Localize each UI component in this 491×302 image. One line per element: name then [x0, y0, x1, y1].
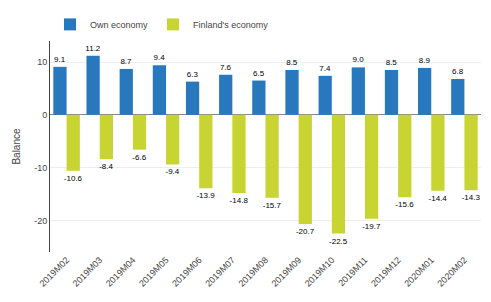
svg-text:2019M12: 2019M12	[369, 255, 403, 289]
svg-text:2019M04: 2019M04	[104, 255, 138, 289]
svg-text:-19.7: -19.7	[362, 222, 381, 231]
svg-text:Finland's economy: Finland's economy	[193, 20, 268, 30]
svg-text:Balance: Balance	[11, 128, 22, 165]
svg-text:-20.7: -20.7	[296, 227, 315, 236]
svg-text:9.0: 9.0	[352, 55, 364, 64]
svg-text:8.5: 8.5	[286, 58, 298, 67]
svg-text:9.4: 9.4	[154, 53, 166, 62]
svg-text:2019M10: 2019M10	[303, 255, 337, 289]
svg-text:7.6: 7.6	[220, 63, 232, 72]
svg-text:2019M05: 2019M05	[137, 255, 171, 289]
svg-text:10: 10	[37, 57, 47, 67]
svg-text:-8.4: -8.4	[99, 162, 113, 171]
svg-text:-6.6: -6.6	[132, 153, 146, 162]
svg-text:2019M07: 2019M07	[203, 255, 237, 289]
svg-text:8.5: 8.5	[386, 58, 398, 67]
svg-text:-20: -20	[34, 216, 47, 226]
svg-text:2019M03: 2019M03	[71, 255, 105, 289]
svg-text:-22.5: -22.5	[329, 237, 348, 246]
svg-text:8.9: 8.9	[419, 56, 431, 65]
svg-text:-10.6: -10.6	[64, 174, 83, 183]
svg-text:9.1: 9.1	[54, 55, 66, 64]
svg-text:-10: -10	[34, 163, 47, 173]
svg-text:2020M01: 2020M01	[402, 255, 436, 289]
svg-text:-13.9: -13.9	[196, 191, 215, 200]
svg-text:0: 0	[42, 110, 47, 120]
svg-text:-15.7: -15.7	[263, 201, 282, 210]
svg-text:Own economy: Own economy	[90, 20, 148, 30]
svg-text:2019M02: 2019M02	[38, 255, 72, 289]
svg-text:6.8: 6.8	[452, 67, 464, 76]
svg-text:2019M09: 2019M09	[270, 255, 304, 289]
svg-text:-15.6: -15.6	[395, 200, 414, 209]
svg-text:-14.8: -14.8	[230, 196, 249, 205]
svg-text:8.7: 8.7	[120, 57, 132, 66]
svg-text:-14.4: -14.4	[429, 194, 448, 203]
svg-text:2019M08: 2019M08	[236, 255, 270, 289]
svg-text:7.4: 7.4	[319, 64, 331, 73]
svg-text:6.3: 6.3	[187, 70, 199, 79]
svg-text:-14.3: -14.3	[462, 193, 481, 202]
svg-text:2019M06: 2019M06	[170, 255, 204, 289]
svg-text:2019M11: 2019M11	[336, 255, 369, 288]
svg-text:-9.4: -9.4	[166, 167, 180, 176]
svg-text:2020M02: 2020M02	[435, 255, 469, 289]
svg-text:11.2: 11.2	[85, 44, 101, 53]
svg-text:6.5: 6.5	[253, 69, 265, 78]
